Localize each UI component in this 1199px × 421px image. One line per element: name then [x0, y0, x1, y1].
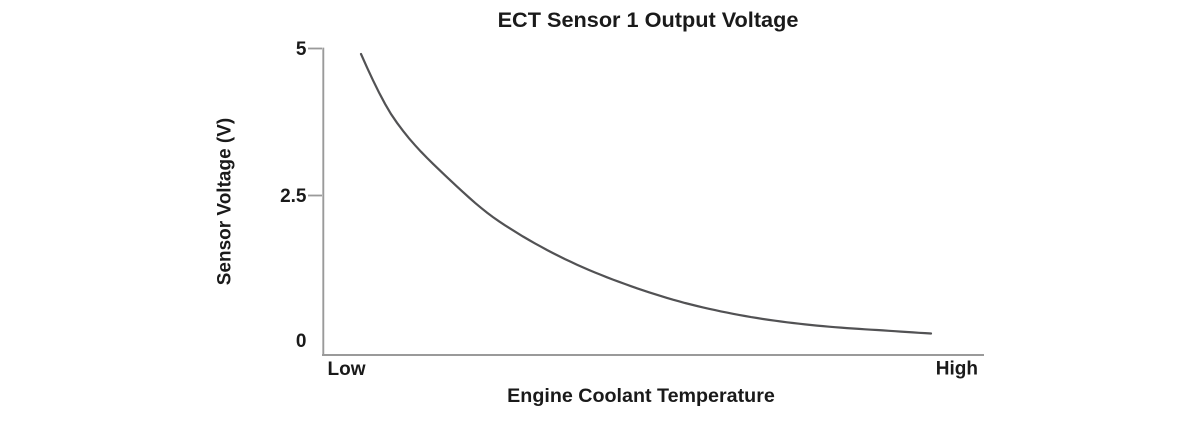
svg-text:Sensor Voltage (V): Sensor Voltage (V)	[215, 118, 236, 286]
svg-text:2.5: 2.5	[280, 186, 307, 207]
svg-text:High: High	[936, 359, 978, 380]
svg-text:5: 5	[296, 39, 307, 60]
svg-text:Engine Coolant Temperature: Engine Coolant Temperature	[507, 385, 775, 407]
svg-text:ECT Sensor 1 Output Voltage: ECT Sensor 1 Output Voltage	[498, 7, 799, 32]
svg-text:0: 0	[296, 331, 307, 352]
svg-text:Low: Low	[328, 359, 366, 380]
